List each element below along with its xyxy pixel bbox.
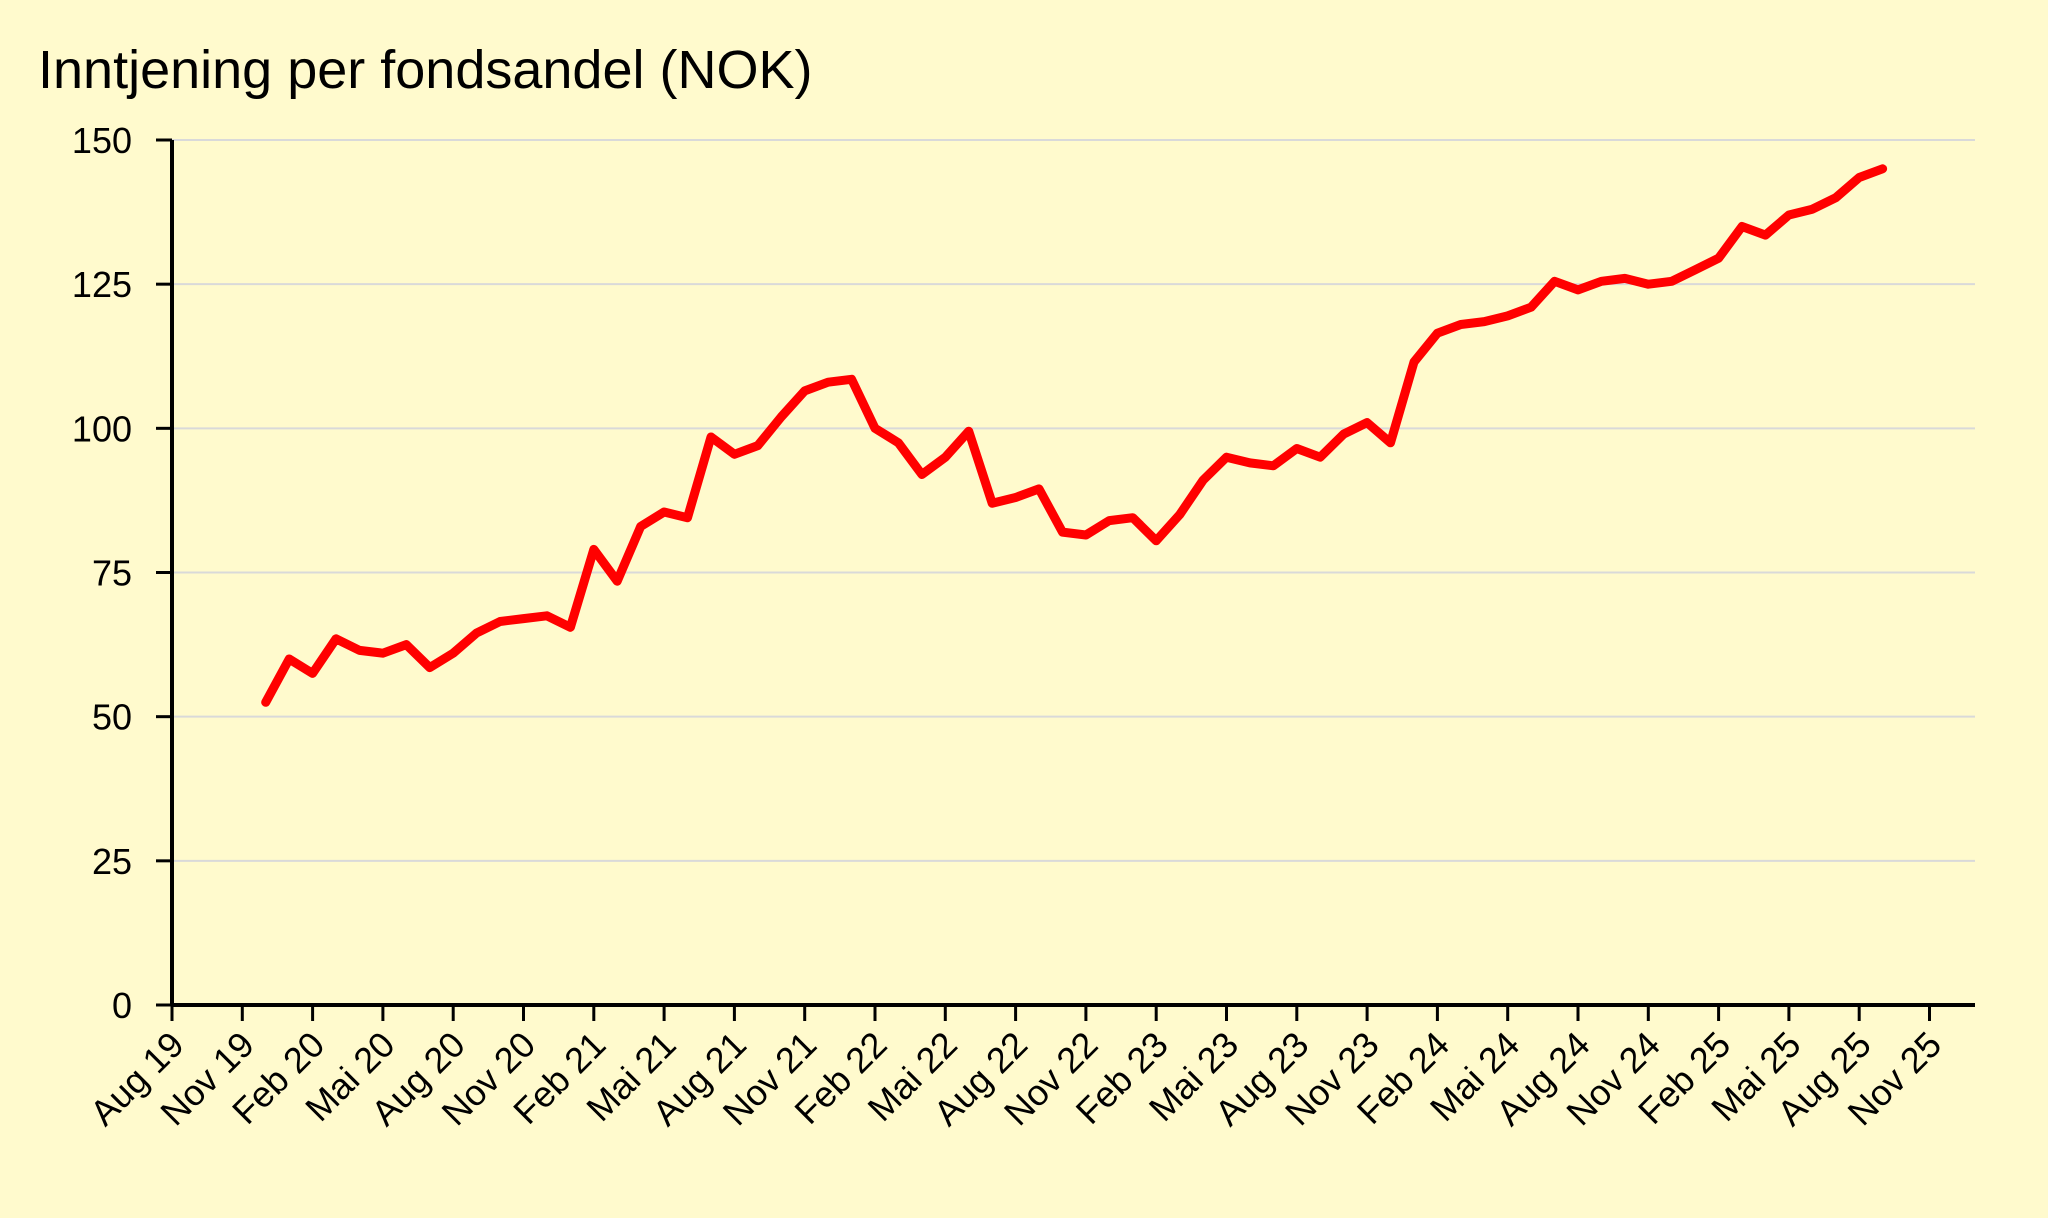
series-line	[261, 164, 1888, 707]
y-tick-label: 150	[72, 120, 132, 161]
axes	[170, 140, 1975, 1007]
y-tick-label: 100	[72, 408, 132, 449]
series-layer	[261, 164, 1888, 707]
y-axis-ticks: 0 25 50 75 100 125 150	[72, 120, 172, 1026]
chart-title: Inntjening per fondsandel (NOK)	[38, 40, 812, 100]
y-tick-label: 50	[92, 697, 132, 738]
y-tick-label: 75	[92, 553, 132, 594]
y-tick-label: 0	[112, 985, 132, 1026]
y-tick-label: 25	[92, 841, 132, 882]
y-tick-label: 125	[72, 264, 132, 305]
grid-lines	[172, 139, 1975, 862]
